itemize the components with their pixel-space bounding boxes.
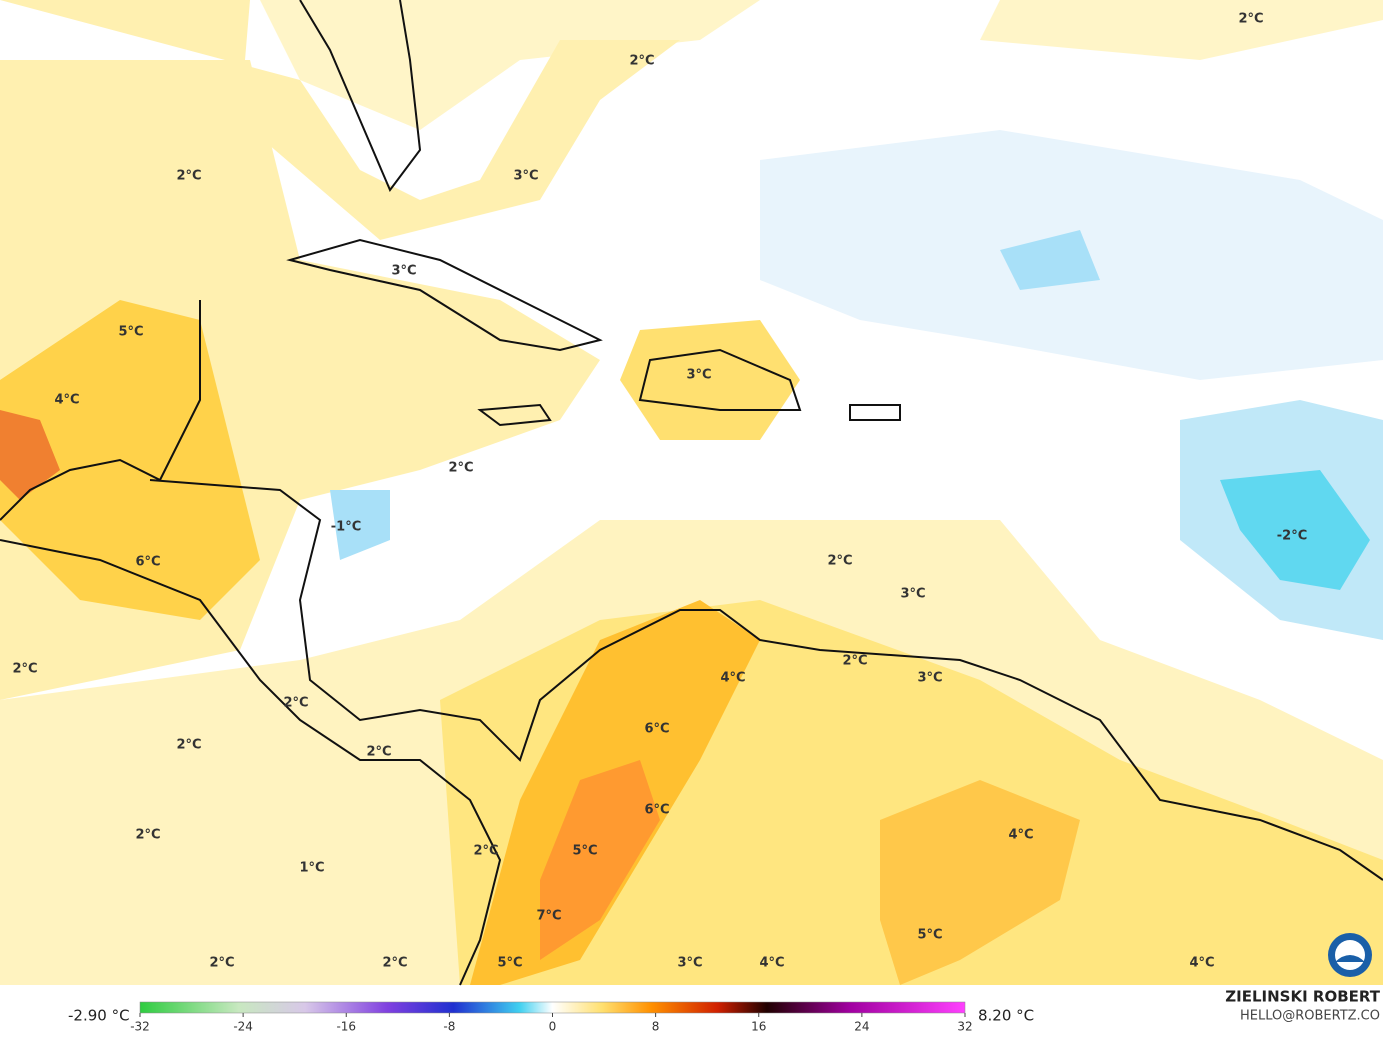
colorbar-tick-label: -16 [336, 1020, 356, 1034]
contour-label: 5°C [917, 928, 942, 943]
contour-label: 4°C [759, 956, 784, 971]
contour-label: 2°C [842, 654, 867, 669]
contour-label: 2°C [629, 54, 654, 69]
contour-label: 2°C [473, 844, 498, 859]
colorbar-tick-label: 24 [854, 1020, 869, 1034]
noaa-logo [1328, 933, 1372, 977]
contour-label: 3°C [917, 671, 942, 686]
contour-label: 2°C [209, 956, 234, 971]
colorbar-tick-label: -8 [443, 1020, 455, 1034]
contour-label: 2°C [135, 828, 160, 843]
map-field [0, 0, 1383, 985]
contour-label: 3°C [686, 368, 711, 383]
contour-label: 2°C [382, 956, 407, 971]
contour-label: -1°C [331, 520, 361, 535]
contour-label: 2°C [12, 662, 37, 677]
contour-label: 4°C [54, 393, 79, 408]
contour-label: 4°C [1008, 828, 1033, 843]
colorbar: -32 -24 -16 -8 0 8 16 24 32 [130, 1001, 973, 1034]
contour-label: 2°C [176, 169, 201, 184]
contour-label: 1°C [299, 861, 324, 876]
contour-label: -2°C [1277, 529, 1307, 544]
contour-label: 2°C [1238, 12, 1263, 27]
colorbar-tick-label: 8 [652, 1020, 660, 1034]
author: ZIELINSKI ROBERT [1225, 988, 1380, 1006]
colorbar-tick-label: 32 [957, 1020, 972, 1034]
coastlines [0, 0, 1383, 986]
contour-label: 5°C [572, 844, 597, 859]
contour-label: 4°C [720, 671, 745, 686]
colorbar-tick-label: 0 [549, 1020, 557, 1034]
contour-label: 7°C [536, 909, 561, 924]
min-value: -2.90 °C [68, 1007, 130, 1025]
colorbar-tick-label: -32 [130, 1020, 150, 1034]
max-value: 8.20 °C [978, 1007, 1034, 1025]
contour-label: 6°C [644, 722, 669, 737]
contour-label: 2°C [827, 554, 852, 569]
contour-label: 2°C [176, 738, 201, 753]
contour-label: 3°C [677, 956, 702, 971]
contour-label: 2°C [448, 461, 473, 476]
colorbar-tick-label: -24 [233, 1020, 253, 1034]
contour-label: 6°C [644, 803, 669, 818]
contour-label: 3°C [900, 587, 925, 602]
contour-label: 5°C [118, 325, 143, 340]
contour-label: 3°C [513, 169, 538, 184]
contour-label: 3°C [391, 264, 416, 279]
contour-label: 4°C [1189, 956, 1214, 971]
colorbar-tick-label: 16 [751, 1020, 766, 1034]
contour-label: 2°C [283, 696, 308, 711]
contour-label: 6°C [135, 555, 160, 570]
contour-label: 2°C [366, 745, 391, 760]
email: HELLO@ROBERTZ.CO [1240, 1009, 1380, 1024]
contour-label: 5°C [497, 956, 522, 971]
